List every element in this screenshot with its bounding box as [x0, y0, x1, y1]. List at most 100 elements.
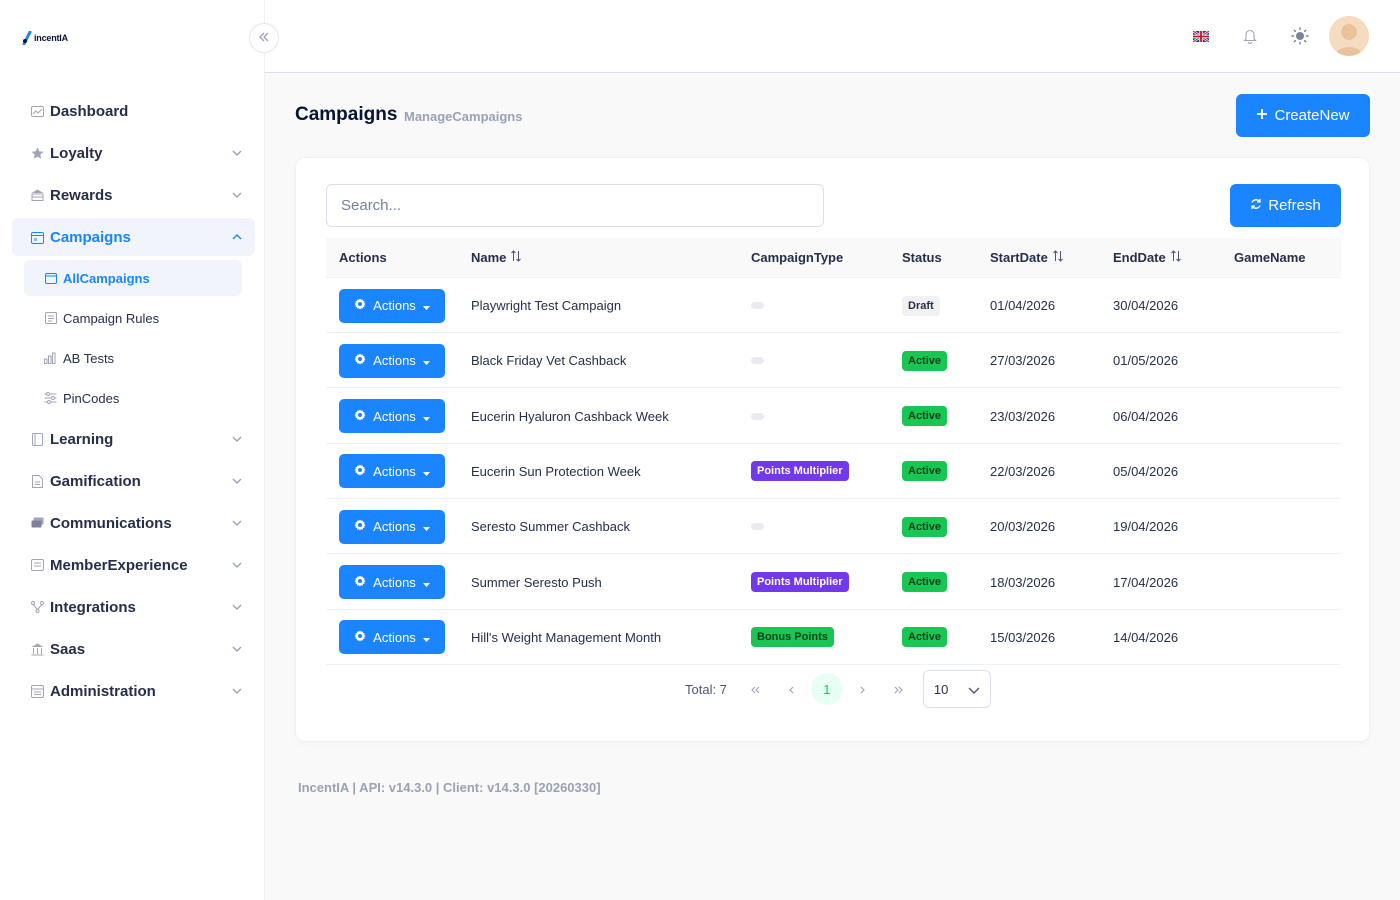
campaign-type-empty-badge: [751, 523, 764, 531]
column-header-name[interactable]: Name: [471, 250, 522, 265]
sidebar-item-campaigns[interactable]: Campaigns: [12, 218, 255, 256]
bar-chart-icon: [44, 352, 57, 365]
last-page-button[interactable]: [883, 673, 915, 705]
status-badge: Active: [902, 350, 948, 371]
campaign-type-empty-badge: [751, 357, 764, 365]
campaign-type-empty-badge: [751, 302, 764, 309]
sort-icon[interactable]: [1052, 250, 1064, 265]
column-header-startdate[interactable]: StartDate: [990, 250, 1064, 265]
row-actions-button[interactable]: Actions: [339, 454, 445, 489]
sidebar-item-label: Gamification: [50, 472, 141, 490]
first-page-button[interactable]: [739, 673, 771, 705]
sidebar-subitem-campaign-rules[interactable]: Campaign Rules: [24, 300, 242, 336]
sidebar-collapse-button[interactable]: [249, 23, 279, 53]
caret-down-icon: [422, 298, 430, 313]
row-actions-button[interactable]: Actions: [339, 399, 445, 434]
sidebar-subitem-pincodes[interactable]: PinCodes: [24, 380, 242, 416]
sidebar-item-learning[interactable]: Learning: [12, 420, 255, 458]
sun-icon[interactable]: [1290, 26, 1310, 46]
document-icon: [44, 312, 57, 325]
sidebar-item-administration[interactable]: Administration: [12, 672, 255, 710]
status-cell: Active: [902, 333, 948, 388]
campaign-type-cell: [751, 499, 764, 554]
sidebar-item-memberexperience[interactable]: MemberExperience: [12, 546, 255, 584]
page-size-select[interactable]: 10: [922, 670, 991, 708]
sidebar-item-gamification[interactable]: Gamification: [12, 462, 255, 500]
sidebar-subitem-label: AB Tests: [63, 350, 115, 366]
sidebar-item-dashboard[interactable]: Dashboard: [12, 92, 255, 130]
bell-icon[interactable]: [1240, 26, 1260, 46]
gear-icon: [354, 630, 366, 645]
table-row: Actions Eucerin Hyaluron Cashback Week Act…: [326, 389, 1341, 444]
row-actions-button[interactable]: Actions: [339, 343, 445, 378]
row-actions-label: Actions: [373, 463, 416, 479]
page-button-current[interactable]: 1: [810, 673, 843, 705]
app-footer: IncentIA | API: v14.3.0 | Client: v14.3.…: [298, 780, 601, 795]
table-row: Actions Playwright Test Campaign Draft 01/0…: [326, 278, 1341, 333]
chart-icon: [30, 104, 44, 118]
sliders-icon: [44, 392, 57, 405]
row-actions-button[interactable]: Actions: [339, 509, 445, 544]
end-date: 05/04/2026: [1113, 463, 1179, 479]
column-header-label: GameName: [1234, 250, 1306, 265]
search-input[interactable]: [326, 184, 824, 227]
sidebar-item-label: Saas: [50, 640, 86, 658]
chevron-left-icon: [788, 682, 794, 697]
sidebar-subitem-label: AllCampaigns: [63, 270, 150, 286]
sidebar-item-label: Administration: [50, 682, 156, 700]
column-header-label: Status: [902, 250, 942, 265]
sidebar-subitem-allcampaigns[interactable]: AllCampaigns: [24, 260, 242, 296]
uk-flag-icon[interactable]: [1191, 26, 1211, 46]
sidebar-subitem-ab-tests[interactable]: AB Tests: [24, 340, 242, 376]
calendar-icon: [30, 230, 44, 244]
actions-cell: Actions: [339, 333, 445, 388]
campaign-type-empty-badge: [751, 412, 764, 420]
gift-icon: [30, 188, 44, 202]
avatar[interactable]: [1329, 16, 1369, 56]
row-actions-button[interactable]: Actions: [339, 288, 445, 323]
page-size-value: 10: [933, 681, 949, 697]
sidebar-item-label: Communications: [50, 514, 172, 532]
create-new-button[interactable]: CreateNew: [1236, 94, 1370, 137]
sidebar-item-label: Integrations: [50, 598, 136, 616]
sidebar-item-label: Loyalty: [50, 144, 103, 162]
end-date: 01/05/2026: [1113, 353, 1179, 369]
sidebar-item-saas[interactable]: Saas: [12, 630, 255, 668]
actions-cell: Actions: [339, 389, 445, 444]
column-header-enddate[interactable]: EndDate: [1113, 250, 1182, 265]
column-header-label: Name: [471, 250, 507, 265]
next-page-button[interactable]: [847, 673, 879, 705]
status-cell: Active: [902, 389, 948, 444]
table-row: Actions Summer Seresto Push Points Multipl…: [326, 555, 1341, 610]
chevron-right-icon: [860, 682, 866, 697]
sort-icon[interactable]: [1170, 250, 1182, 265]
sort-icon[interactable]: [510, 250, 522, 265]
sidebar-item-integrations[interactable]: Integrations: [12, 588, 255, 626]
row-actions-button[interactable]: Actions: [339, 565, 445, 599]
actions-cell: Actions: [339, 610, 445, 665]
gear-icon: [354, 519, 366, 534]
column-header-campaigntype: CampaignType: [751, 250, 843, 265]
sidebar-item-loyalty[interactable]: Loyalty: [12, 134, 255, 172]
campaign-name: Black Friday Vet Cashback: [471, 353, 627, 369]
start-date: 01/04/2026: [990, 298, 1056, 313]
actions-cell: Actions: [339, 555, 445, 610]
chat-icon: [30, 516, 44, 530]
sidebar-item-rewards[interactable]: Rewards: [12, 176, 255, 214]
start-date: 27/03/2026: [990, 353, 1056, 369]
refresh-button[interactable]: Refresh: [1230, 184, 1341, 227]
app-logo[interactable]: incentIA: [22, 20, 80, 56]
sidebar-item-communications[interactable]: Communications: [12, 504, 255, 542]
row-actions-label: Actions: [373, 298, 416, 313]
gear-icon: [354, 298, 366, 313]
logo-text: incentIA: [34, 33, 68, 43]
table-header: Actions Name CampaignType Status StartDa…: [326, 238, 1341, 278]
status-badge: Active: [902, 461, 948, 482]
start-date: 20/03/2026: [990, 519, 1056, 535]
row-actions-button[interactable]: Actions: [339, 620, 445, 655]
sidebar-menu: Dashboard Loyalty Rewards Campaigns AllC…: [12, 92, 255, 714]
chevron-down-icon: [231, 685, 243, 697]
chevron-up-icon: [231, 231, 243, 243]
chevron-down-icon: [231, 475, 243, 487]
prev-page-button[interactable]: [775, 673, 807, 705]
